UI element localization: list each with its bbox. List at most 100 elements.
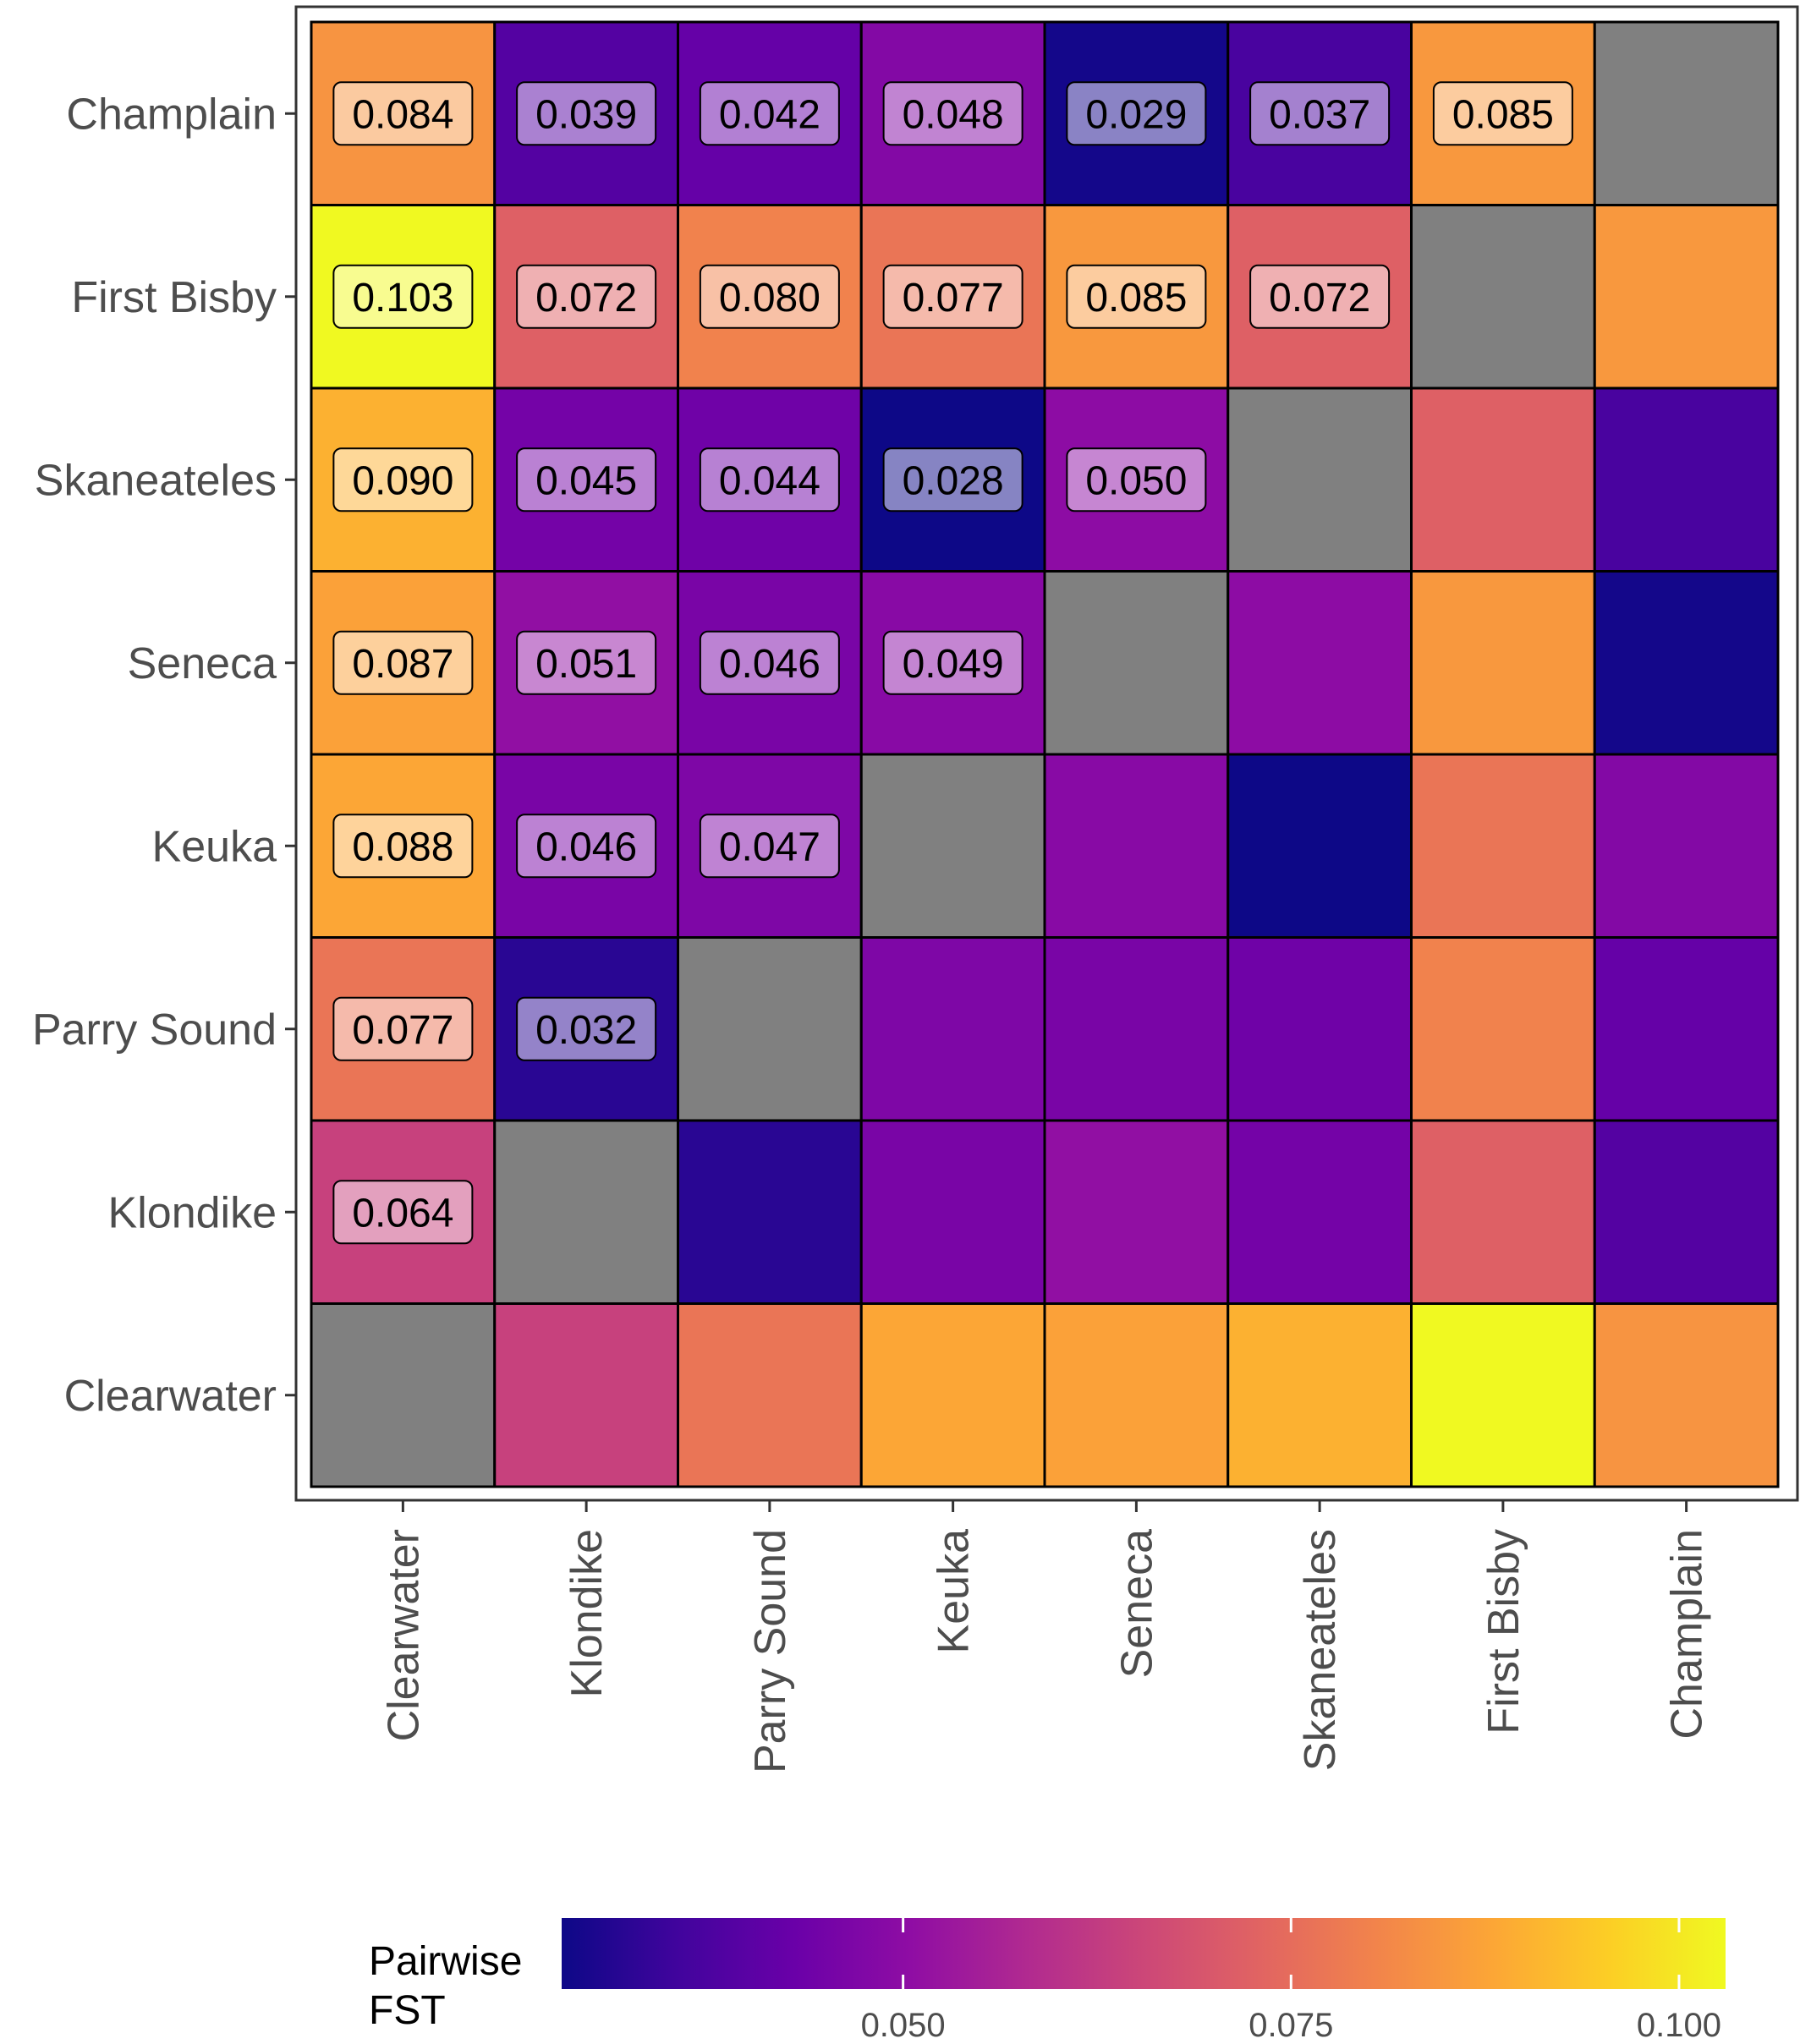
cell-value-label-box (332, 81, 474, 146)
cell-value-label-text: 0.085 (1085, 276, 1187, 321)
heatmap-cell (1410, 1119, 1596, 1305)
cell-value-label-box (699, 81, 840, 146)
cell-value-label: 0.084 (332, 81, 474, 146)
y-tick-label-champlain: Champlain (66, 90, 277, 139)
heatmap-cell (1227, 1119, 1413, 1305)
y-tick-label-parry-sound: Parry Sound (32, 1006, 277, 1055)
cell-value-label-box (332, 630, 474, 695)
x-tick-label-keuka: Keuka (930, 1529, 979, 1654)
cell-value-label: 0.048 (882, 81, 1023, 146)
cell-value-label-box (516, 264, 657, 329)
cell-value-label-text: 0.084 (352, 92, 453, 137)
cell-value-label-box (1066, 264, 1207, 329)
cell-value-label: 0.088 (332, 814, 474, 879)
colorbar-tick-label: 0.100 (1637, 2007, 1721, 2044)
cell-value-label-box (516, 81, 657, 146)
cell-value-label-box (882, 630, 1023, 695)
heatmap-cell (1593, 570, 1780, 756)
heatmap-cell (1593, 386, 1780, 573)
cell-value-label: 0.072 (1249, 264, 1391, 329)
cell-value-label: 0.045 (516, 447, 657, 512)
cell-value-label: 0.077 (882, 264, 1023, 329)
cell-value-label: 0.085 (1066, 264, 1207, 329)
legend-title-line-2: FST (369, 1988, 446, 2033)
heatmap-cell (1593, 1302, 1780, 1488)
cell-value-label-text: 0.046 (719, 642, 820, 687)
cell-value-label-text: 0.080 (719, 276, 820, 321)
y-tick-label-skaneateles: Skaneateles (35, 456, 277, 505)
heatmap-cell (1227, 1302, 1413, 1488)
cell-value-label: 0.028 (882, 447, 1023, 512)
y-tick-label-first-bisby: First Bisby (71, 273, 277, 322)
y-tick-label-seneca: Seneca (128, 639, 277, 688)
cell-value-label-text: 0.090 (352, 458, 453, 503)
x-tick-label-skaneateles: Skaneateles (1296, 1529, 1345, 1771)
heatmap-cell (1227, 570, 1413, 756)
heatmap-cell (1227, 936, 1413, 1122)
heatmap-cell (1593, 1119, 1780, 1305)
cell-value-label-text: 0.087 (352, 642, 453, 687)
cell-value-label-box (882, 264, 1023, 329)
cell-value-label-box (332, 447, 474, 512)
heatmap-cells (310, 20, 1780, 1488)
cell-value-label-box (882, 447, 1023, 512)
color-legend: Pairwise FST 0.050 0.075 0.100 (369, 1918, 1726, 2044)
cell-value-label-box (516, 630, 657, 695)
colorbar-tick-label: 0.075 (1248, 2007, 1333, 2044)
heatmap-cell (1410, 570, 1596, 756)
heatmap-cell (1410, 386, 1596, 573)
cell-value-label: 0.029 (1066, 81, 1207, 146)
cell-value-label: 0.064 (332, 1180, 474, 1245)
cell-value-label-text: 0.028 (903, 458, 1004, 503)
cell-value-label-box (699, 447, 840, 512)
y-tick-label-klondike: Klondike (108, 1188, 277, 1237)
heatmap-cell (1593, 204, 1780, 390)
cell-value-label-text: 0.072 (535, 276, 637, 321)
heatmap-cell (677, 1119, 863, 1305)
cell-value-label-box (1249, 81, 1391, 146)
cell-value-label-text: 0.064 (352, 1191, 453, 1236)
colorbar-tick-label: 0.050 (861, 2007, 946, 2044)
cell-value-label-text: 0.029 (1085, 92, 1187, 137)
cell-value-label-text: 0.048 (903, 92, 1004, 137)
heatmap-cell (677, 1302, 863, 1488)
x-tick-label-seneca: Seneca (1112, 1529, 1161, 1678)
cell-value-label: 0.046 (516, 814, 657, 879)
x-tick-label-clearwater: Clearwater (379, 1529, 428, 1741)
heatmap-cell (859, 1302, 1046, 1488)
heatmap-cell (1410, 204, 1596, 390)
cell-value-label-box (1066, 447, 1207, 512)
heatmap-cell (1227, 386, 1413, 573)
cell-value-label: 0.039 (516, 81, 657, 146)
heatmap-cell (1593, 20, 1780, 206)
cell-value-label-text: 0.050 (1085, 458, 1187, 503)
cell-value-label: 0.077 (332, 996, 474, 1061)
heatmap-cell (859, 1119, 1046, 1305)
cell-value-label-text: 0.032 (535, 1008, 637, 1053)
cell-value-label: 0.037 (1249, 81, 1391, 146)
cell-value-label: 0.103 (332, 264, 474, 329)
legend-title-line-1: Pairwise (369, 1939, 522, 1984)
cell-value-label-text: 0.077 (352, 1008, 453, 1053)
cell-value-label-text: 0.072 (1269, 276, 1370, 321)
y-tick-label-keuka: Keuka (152, 822, 277, 871)
heatmap-cell (1043, 936, 1230, 1122)
cell-value-label: 0.047 (699, 814, 840, 879)
x-tick-label-parry-sound: Parry Sound (746, 1529, 795, 1773)
heatmap-cell (1593, 753, 1780, 939)
cell-value-label: 0.049 (882, 630, 1023, 695)
cell-value-label-text: 0.085 (1452, 92, 1554, 137)
cell-value-label: 0.051 (516, 630, 657, 695)
cell-value-label-text: 0.047 (719, 825, 820, 869)
colorbar (562, 1918, 1726, 1989)
heatmap-cell (1410, 936, 1596, 1122)
heatmap-cell (1410, 753, 1596, 939)
y-tick-label-clearwater: Clearwater (64, 1372, 277, 1421)
cell-value-label-text: 0.045 (535, 458, 637, 503)
cell-value-label-box (699, 264, 840, 329)
cell-value-label-box (1249, 264, 1391, 329)
x-tick-label-first-bisby: First Bisby (1479, 1529, 1528, 1734)
cell-value-labels: 0.084 0.039 0.042 0.048 0.029 0.037 0.085 0.103… (332, 81, 1573, 1245)
cell-value-label-box (332, 814, 474, 879)
